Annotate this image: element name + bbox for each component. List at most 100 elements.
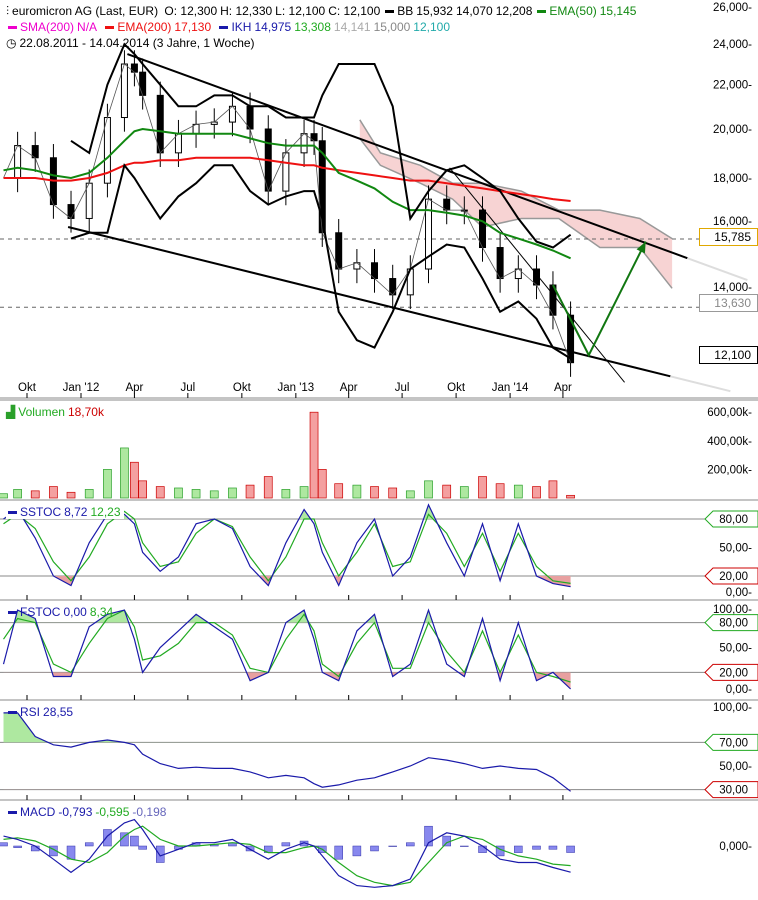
trendline-extension [670, 375, 731, 393]
volume-bar [191, 489, 201, 499]
fstoc-tick-label: 0,00- [726, 684, 752, 696]
price-tick-label: 14,000- [713, 282, 752, 294]
rsi-swatch [8, 711, 17, 715]
macd-histogram-bar [245, 845, 255, 852]
fstoc-swatch [8, 611, 17, 615]
sstoc-tag-label: 20,00 [719, 571, 748, 583]
price-tick-label: 22,000- [713, 80, 752, 92]
macd-tick-label: 0,000- [719, 841, 752, 853]
macd-histogram-bar [424, 825, 433, 847]
ikh-swatch [219, 26, 229, 30]
rsi-tag-label: 30,00 [719, 785, 748, 797]
volume-bar [442, 484, 452, 499]
volume-tick-label: 600,00k- [707, 407, 752, 419]
time-tick-label: Jan '14 [492, 382, 529, 394]
macd-signal-line [3, 825, 571, 887]
sstoc-k: 8,72 [64, 505, 88, 519]
volume-bar [103, 469, 112, 499]
volume-bar [566, 494, 575, 499]
macd-histogram-bar [532, 845, 541, 850]
macd-histogram-bar [334, 845, 343, 860]
price-tick-label: 24,000- [713, 39, 752, 51]
price-tick-label: 16,000- [713, 216, 752, 228]
sstoc-tick-label: 0,00- [726, 587, 752, 599]
macd-histogram-bar [281, 842, 291, 847]
price-tick-label: 18,000- [713, 173, 752, 185]
price-tick-label: 26,000- [713, 2, 752, 14]
macd-label: MACD [20, 805, 56, 819]
price-tag-resistance: 15,785 [699, 228, 758, 246]
fstoc-tag-label: 20,00 [719, 667, 748, 679]
macd-histogram-bar [406, 842, 415, 847]
fstoc-tag-shape [704, 614, 758, 632]
sstoc-legend: SSTOC 8,72 12,23 [6, 505, 124, 519]
volume-bar [513, 484, 523, 499]
time-tick-label: Apr [125, 382, 143, 394]
ema50-value: 15,145 [599, 4, 637, 18]
volume-label: Volumen [18, 405, 65, 419]
ema50-swatch [537, 10, 547, 14]
rsi-legend: RSI 28,55 [6, 705, 76, 719]
bb-label: BB [397, 4, 414, 18]
macd-histogram-bar [566, 845, 575, 853]
ema50-line [3, 127, 572, 260]
rsi-tick-label: 100,00- [713, 702, 752, 714]
volume-bar [174, 487, 183, 499]
sma200-swatch [8, 26, 17, 30]
trendline-extension [687, 257, 748, 281]
rsi-value: 28,55 [43, 705, 74, 719]
sstoc-tag-shape [704, 567, 758, 585]
bb-swatch [385, 10, 395, 14]
trendline [127, 53, 688, 260]
rsi-zone-fill [3, 789, 571, 792]
volume-bar [84, 489, 94, 499]
volume-bar [281, 489, 291, 499]
macd-histogram-bar [103, 829, 112, 847]
rsi-tag-shape [704, 733, 758, 751]
volume-bar [138, 480, 147, 499]
close-value: C: 12,100 [328, 4, 381, 18]
arrow-head [636, 241, 646, 254]
clock-icon: ◷ [6, 36, 17, 50]
macd-hist-value: -0,198 [132, 805, 167, 819]
volume-bar [309, 411, 319, 499]
fstoc-zone-fill [14, 610, 484, 623]
ema200-label: EMA(200) [117, 20, 172, 34]
fstoc-tag-shape [704, 663, 758, 681]
candle-body [496, 247, 504, 280]
projection-arrow [552, 241, 647, 358]
volume-bar [370, 486, 379, 499]
volume-bar [352, 484, 362, 499]
fstoc-level-tag: 20,00 [704, 663, 758, 681]
volume-tick-label: 200,00k- [707, 464, 752, 476]
bb-value: 15,932 [416, 4, 453, 18]
ema200-value: 17,130 [174, 20, 212, 34]
sma200-value: N/A [77, 20, 98, 34]
rsi-label: RSI [20, 705, 41, 719]
ikh-value: 12,100 [413, 20, 450, 34]
volume-bar [30, 490, 40, 499]
fstoc-tag-label: 80,00 [719, 618, 748, 630]
rsi-tick-label: 50,00- [719, 761, 752, 773]
fstoc-level-tag: 80,00 [704, 614, 758, 632]
macd-histogram-bar [352, 845, 362, 857]
time-tick-label: Okt [447, 382, 466, 394]
rsi-zone-fill [3, 712, 571, 743]
macd-histogram-bar [84, 842, 94, 847]
macd-line [3, 818, 571, 888]
macd-histogram-bar [138, 845, 147, 850]
low-value: L: 12,100 [275, 4, 326, 18]
volume-bar [459, 486, 469, 499]
sstoc-label: SSTOC [20, 505, 62, 519]
sstoc-k-line [3, 503, 571, 588]
candlestick-icon: ⫶ [6, 4, 10, 18]
bb-value: 12,208 [495, 4, 533, 18]
sstoc-level-tag: 80,00 [704, 510, 758, 528]
price-tick-label: 20,000- [713, 124, 752, 136]
main-legend-2: SMA(200) N/A EMA(200) 17,130 IKH 14,975 13,3… [6, 20, 453, 34]
volume-value: 18,70k [67, 405, 104, 419]
volume-bar [209, 490, 219, 499]
volume-bar [263, 476, 273, 499]
macd-swatch [8, 811, 17, 815]
volume-bar [49, 486, 58, 499]
